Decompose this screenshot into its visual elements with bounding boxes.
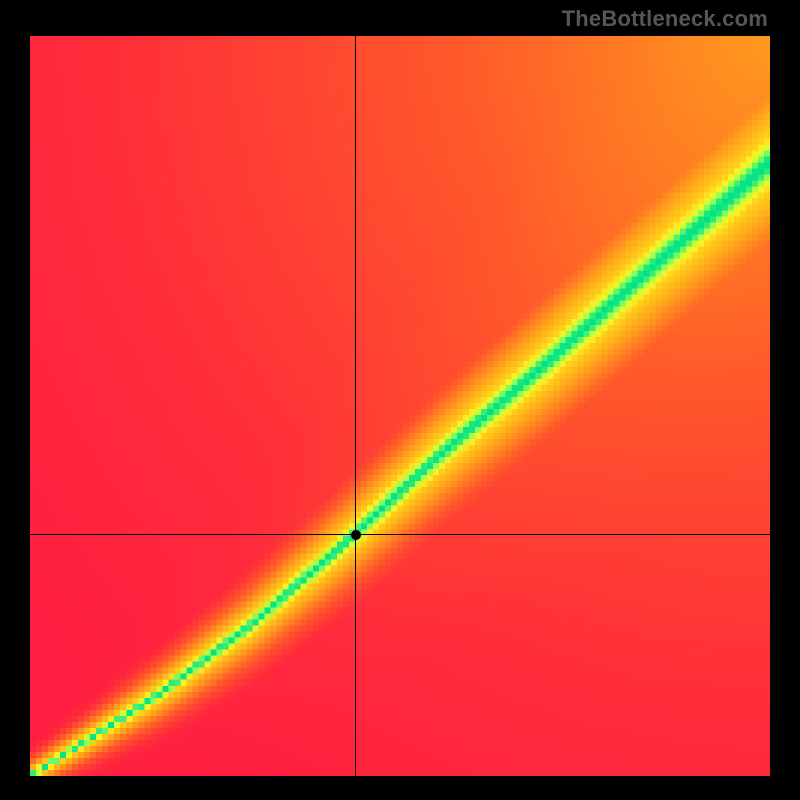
watermark-text: TheBottleneck.com: [562, 6, 768, 32]
heatmap-plot: [30, 36, 770, 776]
crosshair-horizontal: [30, 534, 770, 535]
crosshair-vertical: [355, 36, 356, 776]
heatmap-canvas: [30, 36, 770, 776]
chart-container: TheBottleneck.com: [0, 0, 800, 800]
data-point-marker: [351, 530, 361, 540]
